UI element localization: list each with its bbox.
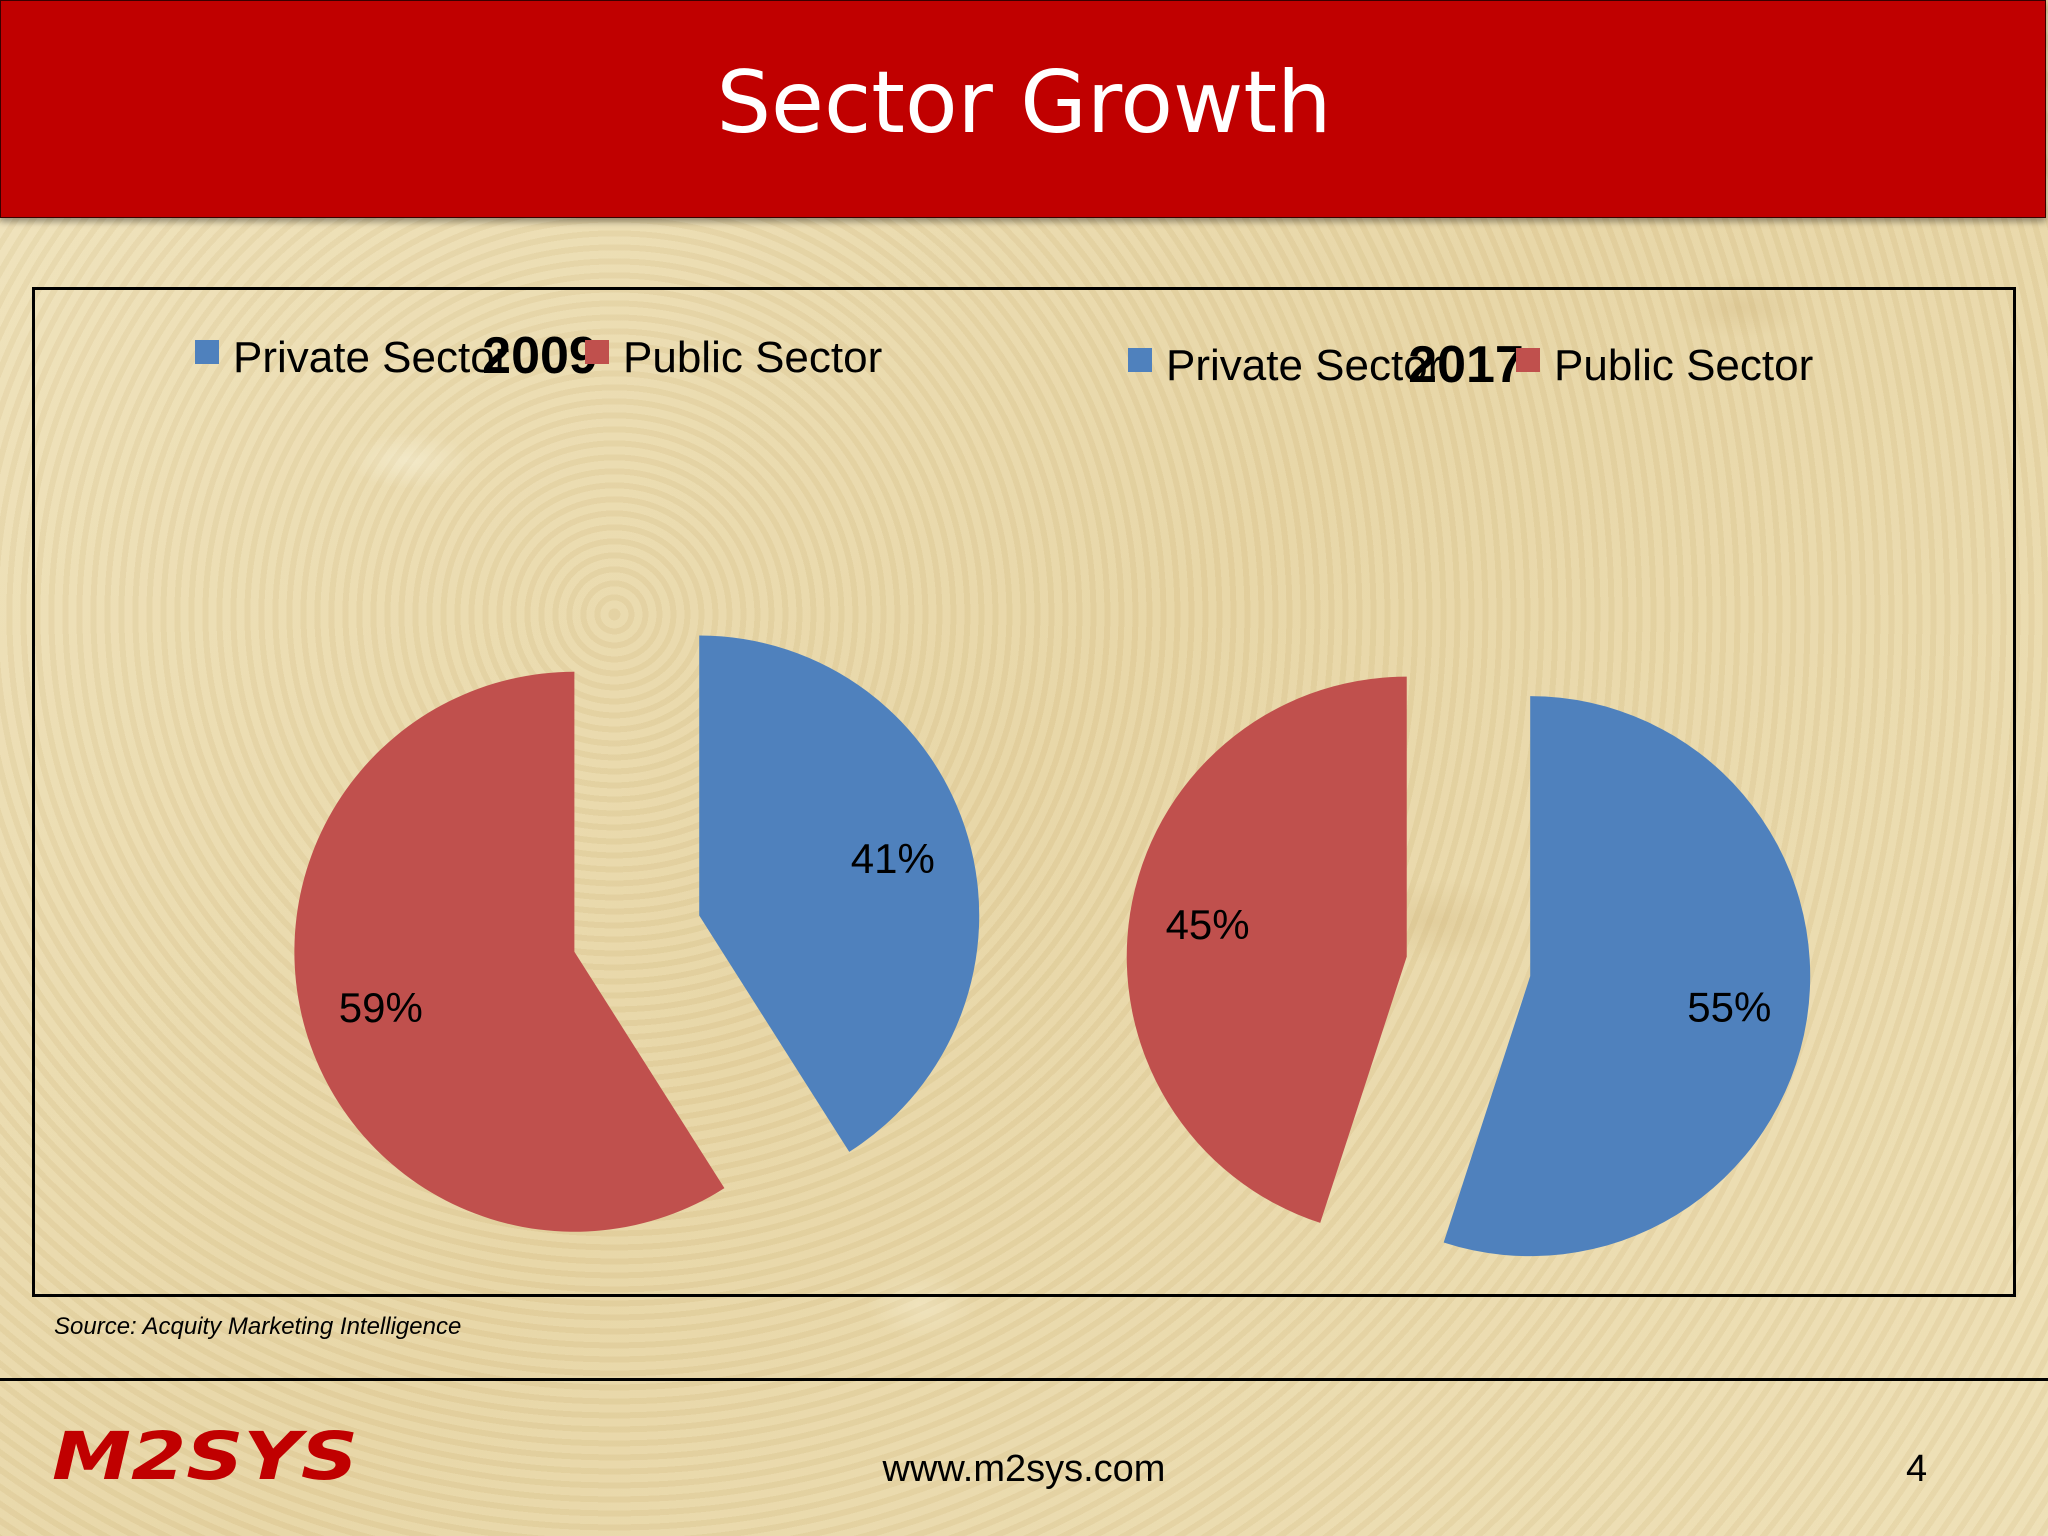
data-label: 45% [1166,901,1250,948]
legend-swatch [1516,348,1540,372]
pie-slice-private-sector [1443,696,1811,1257]
chart-title: 2017 [1408,336,1524,394]
logo-text: M2SYS [52,1425,358,1489]
footer-divider [0,1378,2048,1381]
chart-frame: 2009 Private Sector Public Sector 41% 59% 201… [32,287,2016,1297]
legend-swatch [195,340,219,364]
legend-swatch [1128,348,1152,372]
legend-label: Public Sector [623,333,882,382]
data-label: 55% [1687,984,1771,1031]
pie-slice-public-sector [294,671,725,1232]
data-label: 59% [339,984,423,1031]
page-number: 4 [1906,1448,1928,1490]
m2sys-logo: M2SYS [52,1425,358,1489]
pie-slice-private-sector [699,635,980,1152]
chart-title: 2009 [482,327,598,385]
legend-label: Public Sector [1554,341,1813,390]
source-note: Source: Acquity Marketing Intelligence [54,1313,462,1340]
title-banner: Sector Growth [0,0,2046,218]
pie-slice-public-sector [1126,676,1407,1223]
legend-label: Private Sector [1166,341,1442,390]
data-label: 41% [851,835,935,882]
footer-url[interactable]: www.m2sys.com [882,1448,1166,1490]
legend-swatch [585,340,609,364]
page-title: Sector Growth [716,53,1332,153]
legend-label: Private Sector [233,333,509,382]
